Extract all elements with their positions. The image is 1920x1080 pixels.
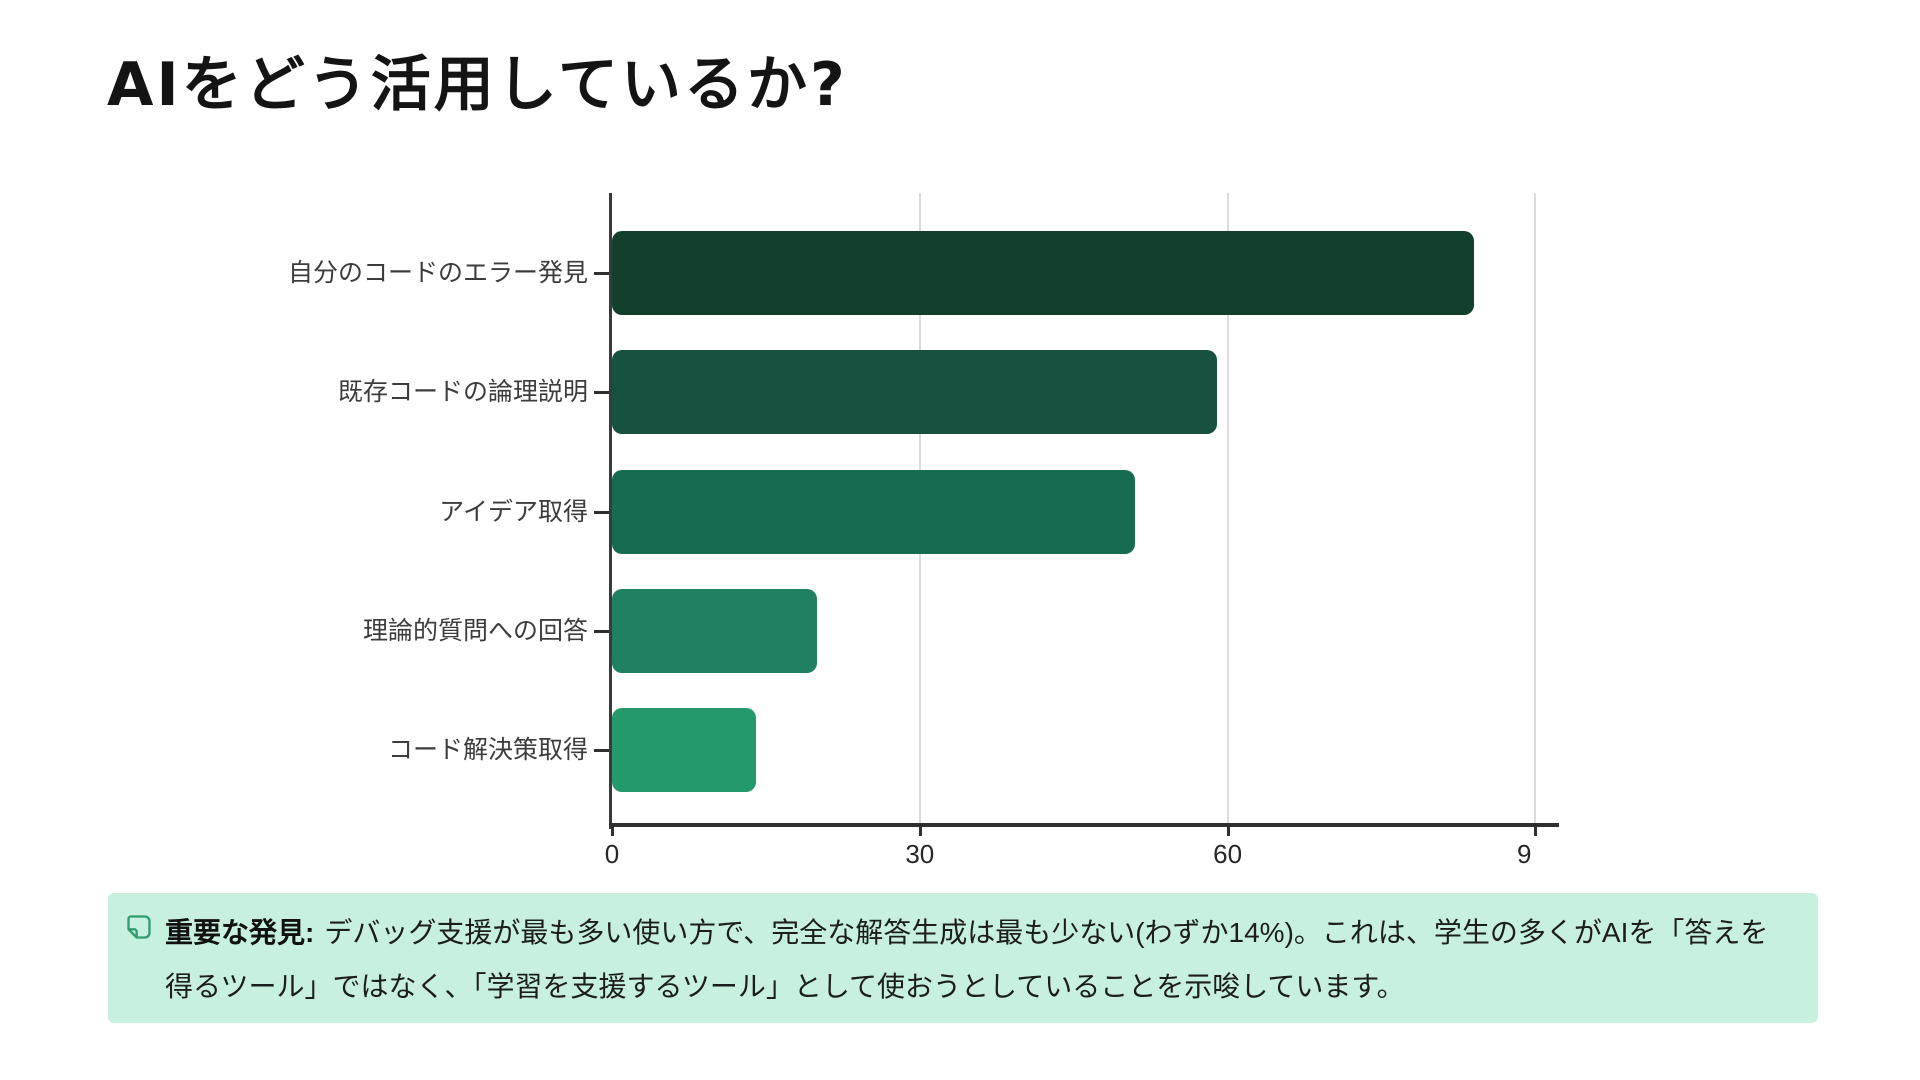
- x-tick-mark: [1534, 827, 1538, 836]
- x-tick-mark: [1226, 827, 1230, 836]
- category-label: コード解決策取得: [387, 736, 588, 764]
- x-tick-label: 30: [905, 839, 935, 869]
- bar-1: [612, 231, 1474, 315]
- y-axis-spine: [609, 193, 612, 829]
- y-tick-mark: [594, 510, 609, 514]
- y-tick-mark: [594, 391, 609, 395]
- category-label: 理論的質問への回答: [362, 616, 588, 645]
- y-tick-mark: [594, 272, 609, 275]
- callout-body: デバッグ支援が最も多い使い方で、完全な解答生成は最も少ない(わずか14%)。これ…: [165, 917, 1769, 1002]
- category-label: 自分のコードのエラー発見: [287, 259, 588, 287]
- y-tick-mark: [594, 749, 609, 752]
- bar-3: [612, 469, 1136, 554]
- category-label: アイデア取得: [439, 497, 588, 526]
- bar-chart: 自分のコードのエラー発見既存コードの論理説明アイデア取得理論的質問への回答コード…: [288, 193, 1559, 869]
- sticky-note-icon: [127, 915, 151, 939]
- callout-text: 重要な発見: デバッグ支援が最も多い使い方で、完全な解答生成は最も少ない(わずか1…: [165, 906, 1795, 1014]
- bar-4: [612, 588, 818, 673]
- bar-5: [612, 708, 756, 792]
- x-tick-label: 9: [1517, 839, 1532, 869]
- gridline-90: [1534, 193, 1537, 823]
- y-tick-mark: [594, 629, 609, 633]
- x-tick-label: 0: [604, 839, 620, 869]
- x-tick-label: 60: [1213, 839, 1243, 869]
- category-label: 既存コードの論理説明: [337, 378, 588, 407]
- x-axis-line: [609, 823, 1559, 827]
- x-tick-mark: [918, 827, 922, 836]
- bar-2: [612, 350, 1218, 435]
- gridline-60: [1226, 193, 1229, 823]
- x-tick-mark: [611, 827, 614, 836]
- page-title: AIをどう活用しているか?: [107, 50, 848, 120]
- callout-heading: 重要な発見:: [165, 917, 315, 948]
- key-finding-callout: 重要な発見: デバッグ支援が最も多い使い方で、完全な解答生成は最も少ない(わずか1…: [108, 893, 1818, 1023]
